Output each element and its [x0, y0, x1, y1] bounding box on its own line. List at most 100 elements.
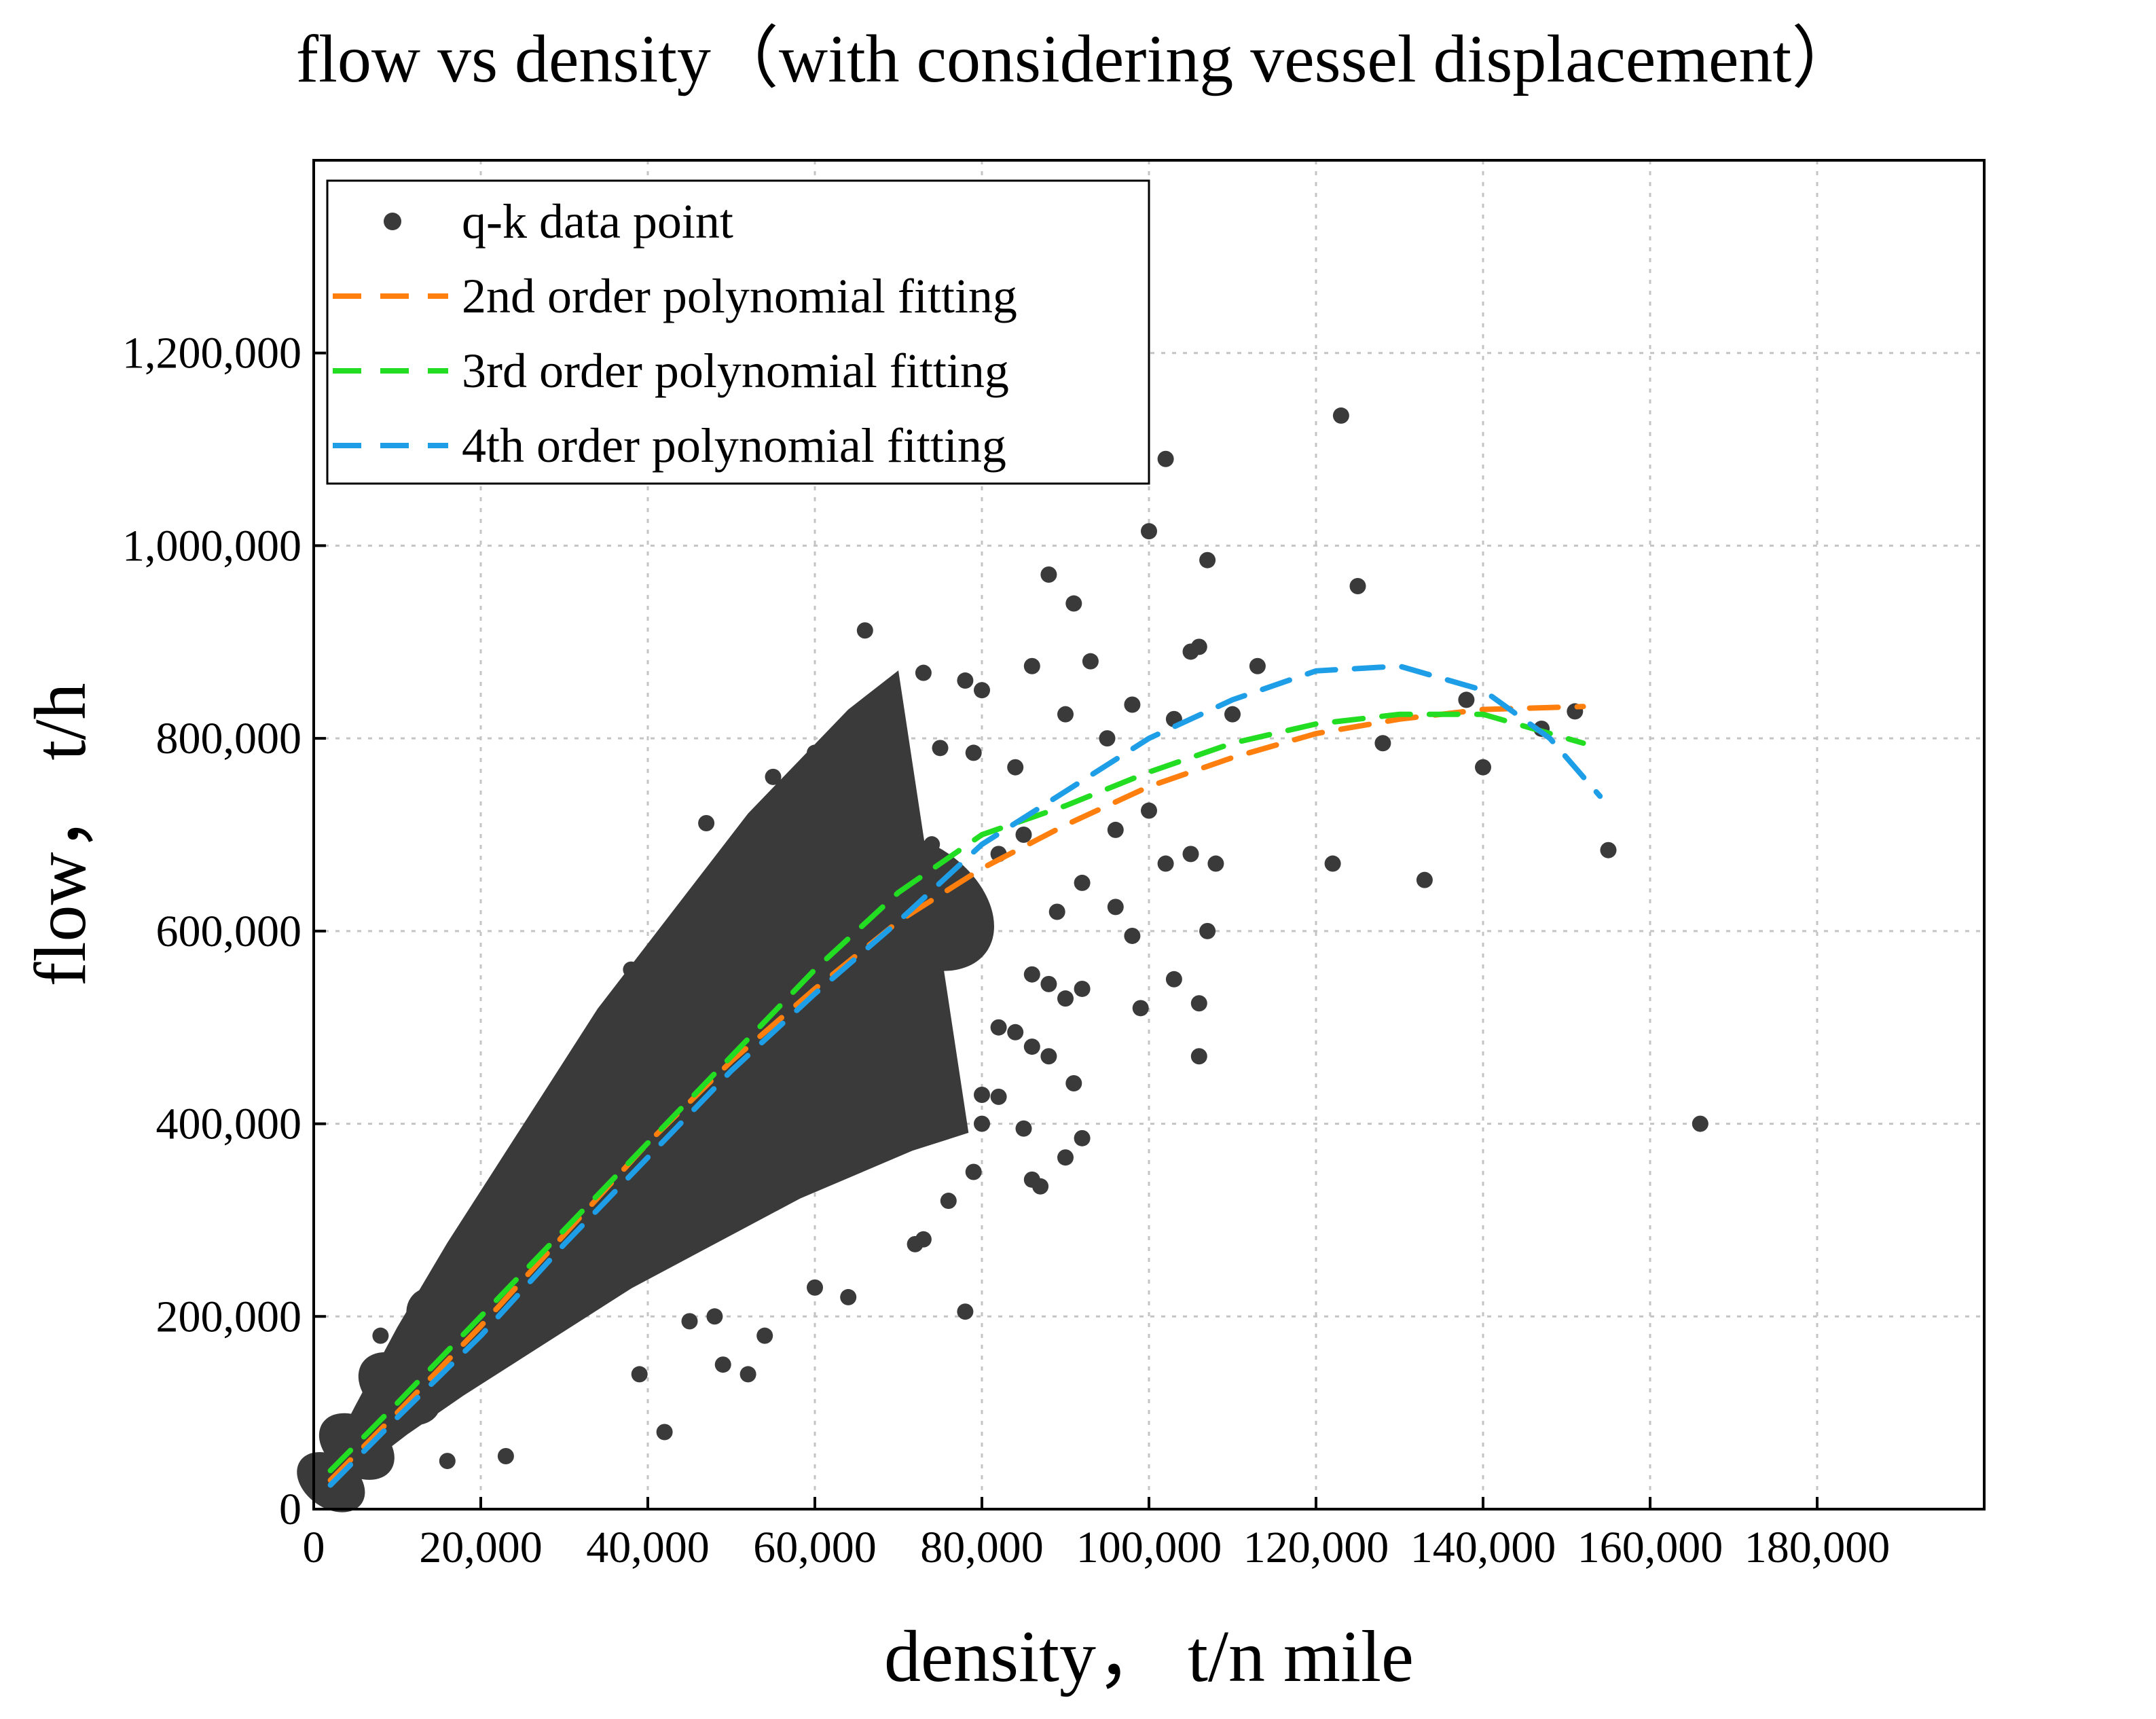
legend-marker-dot: [384, 213, 401, 230]
data-point: [1349, 578, 1366, 595]
data-point: [1141, 802, 1157, 819]
chart-title: flow vs density（with considering vessel …: [296, 21, 1859, 96]
scatter-dense-blob: [454, 1225, 552, 1311]
data-point: [623, 961, 640, 978]
data-point: [656, 1424, 673, 1441]
data-point: [1199, 922, 1216, 939]
data-point: [840, 1288, 857, 1305]
y-tick-label: 1,000,000: [122, 521, 302, 571]
data-point: [1065, 1074, 1082, 1091]
data-point: [807, 1279, 823, 1296]
data-point: [1057, 1149, 1074, 1166]
data-point: [681, 1313, 698, 1330]
data-point: [1475, 759, 1491, 776]
x-tick-label: 100,000: [1076, 1523, 1222, 1572]
legend-label: q-k data point: [462, 194, 733, 249]
data-point: [581, 1106, 598, 1123]
data-point: [840, 816, 857, 833]
data-point: [957, 672, 974, 689]
x-tick-label: 0: [303, 1523, 325, 1572]
x-tick-label: 40,000: [586, 1523, 710, 1572]
y-tick-label: 600,000: [156, 907, 302, 956]
data-point: [765, 768, 782, 785]
data-point: [1416, 871, 1433, 888]
data-point: [940, 1193, 957, 1210]
data-point: [957, 1303, 974, 1320]
data-point: [1324, 855, 1341, 872]
data-point: [1190, 995, 1207, 1012]
data-point: [1015, 827, 1032, 843]
data-point: [339, 1481, 356, 1498]
data-point: [1023, 1038, 1040, 1055]
data-point: [1157, 450, 1174, 467]
data-point: [739, 1366, 756, 1383]
x-tick-label: 180,000: [1744, 1523, 1890, 1572]
data-point: [1224, 706, 1241, 723]
data-point: [1458, 691, 1475, 708]
data-point: [890, 899, 907, 916]
data-point: [1040, 975, 1057, 992]
data-point: [1007, 759, 1024, 776]
data-point: [1124, 927, 1141, 944]
data-point: [1023, 657, 1040, 674]
data-point: [974, 1087, 990, 1104]
data-point: [473, 1347, 489, 1364]
data-point: [1057, 990, 1074, 1007]
legend-box: [326, 179, 1150, 485]
data-point: [898, 827, 915, 843]
y-axis-title: flow， t/h: [20, 683, 101, 987]
legend-label: 3rd order polynomial fitting: [462, 344, 1009, 398]
fit-curve-3: [327, 711, 1586, 1474]
data-point: [1190, 1048, 1207, 1065]
data-point: [1074, 1129, 1091, 1146]
data-point: [489, 1212, 506, 1229]
data-point: [856, 622, 873, 639]
data-point: [915, 664, 932, 681]
data-point: [1124, 696, 1141, 713]
data-point: [907, 1235, 924, 1252]
data-point: [539, 1163, 556, 1180]
data-point: [1082, 653, 1099, 670]
data-point: [1141, 523, 1157, 540]
data-point: [1074, 874, 1091, 891]
data-point: [1023, 966, 1040, 983]
legend-label: 4th order polynomial fitting: [462, 418, 1006, 473]
data-point: [974, 1115, 990, 1132]
data-point: [881, 961, 898, 978]
data-point: [807, 744, 823, 761]
fit-curve-2: [327, 704, 1586, 1483]
data-point: [714, 1356, 731, 1373]
data-point: [1040, 1048, 1057, 1065]
data-point: [631, 1366, 648, 1383]
fit-curves: [327, 663, 1603, 1488]
data-point: [1074, 980, 1091, 997]
data-point: [431, 1294, 447, 1311]
fit-curve-4: [327, 663, 1603, 1488]
data-point: [965, 744, 982, 761]
x-tick-label: 160,000: [1577, 1523, 1723, 1572]
data-point: [756, 1327, 773, 1344]
data-point: [456, 1313, 473, 1330]
scatter-dense-blob: [502, 1164, 607, 1257]
scatter-cloud: [297, 670, 994, 1513]
x-tick-label: 80,000: [920, 1523, 1044, 1572]
data-point: [1182, 846, 1199, 863]
data-point: [347, 1424, 364, 1441]
data-point: [1374, 735, 1391, 752]
data-point: [497, 1447, 514, 1464]
data-point: [957, 884, 974, 901]
data-point: [473, 1250, 489, 1267]
data-point: [932, 740, 949, 757]
x-tick-label: 120,000: [1243, 1523, 1389, 1572]
x-axis-ticks: 0 20,000 40,000 60,000 80,000 100,000 120,000 1…: [303, 1497, 1890, 1572]
x-axis-title: density， t/n mile: [884, 1616, 1414, 1697]
data-point: [974, 682, 990, 699]
data-point: [965, 1163, 982, 1180]
data-point: [907, 980, 924, 997]
data-point: [1007, 1024, 1024, 1041]
y-tick-label: 0: [279, 1485, 302, 1534]
data-point: [606, 1067, 623, 1084]
data-point: [1165, 971, 1182, 988]
data-point: [422, 1385, 439, 1402]
